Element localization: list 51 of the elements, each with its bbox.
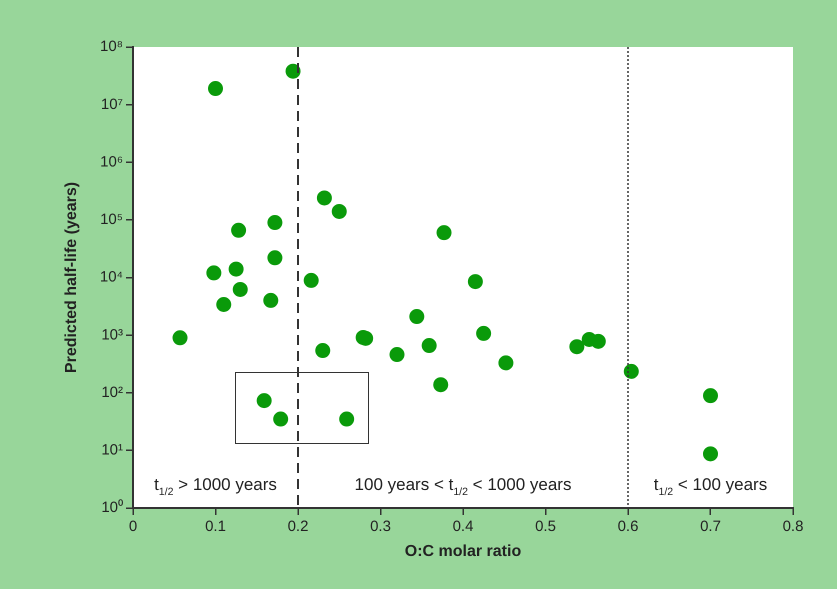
x-axis-title: O:C molar ratio bbox=[404, 542, 522, 560]
x-tick-label: 0.3 bbox=[370, 518, 391, 536]
point bbox=[206, 265, 222, 280]
point bbox=[569, 339, 584, 354]
y-tick-label: 10⁸ bbox=[100, 38, 123, 56]
x-tick-label: 0.5 bbox=[535, 518, 556, 536]
point bbox=[232, 282, 248, 297]
x-tick-label: 0.8 bbox=[782, 518, 804, 536]
point bbox=[703, 446, 718, 462]
point bbox=[332, 204, 347, 219]
point bbox=[263, 292, 278, 308]
point bbox=[273, 412, 288, 427]
point bbox=[256, 393, 272, 408]
point bbox=[339, 412, 354, 427]
point bbox=[422, 338, 437, 354]
point bbox=[286, 64, 301, 79]
point bbox=[433, 377, 448, 392]
y-tick-label: 10⁴ bbox=[100, 268, 123, 286]
point bbox=[267, 215, 282, 230]
point bbox=[315, 343, 330, 358]
y-tick-label: 10¹ bbox=[101, 442, 123, 459]
x-tick-label: 0.2 bbox=[288, 518, 308, 536]
point bbox=[172, 330, 188, 346]
point bbox=[216, 297, 232, 312]
point bbox=[390, 347, 404, 362]
y-tick-label: 10⁰ bbox=[101, 499, 123, 516]
point bbox=[624, 364, 639, 379]
point bbox=[468, 274, 483, 290]
x-tick-label: 0.1 bbox=[205, 518, 226, 536]
y-tick-label: 10² bbox=[101, 384, 123, 401]
point bbox=[476, 326, 492, 341]
y-axis-title: Predicted half-life (years) bbox=[63, 182, 80, 374]
x-tick-label: 0.7 bbox=[700, 518, 721, 536]
point bbox=[267, 250, 282, 266]
y-tick-label: 10⁶ bbox=[100, 153, 123, 170]
point bbox=[231, 222, 246, 238]
y-tick-label: 10⁵ bbox=[100, 211, 123, 228]
point bbox=[703, 388, 718, 404]
x-tick-label: 0.6 bbox=[618, 518, 638, 536]
point bbox=[316, 190, 332, 206]
x-tick-label: 0.4 bbox=[452, 518, 474, 536]
x-tick-label: 0 bbox=[128, 518, 138, 536]
point bbox=[436, 225, 452, 240]
point bbox=[409, 309, 424, 324]
point bbox=[208, 81, 223, 96]
y-tick-label: 10³ bbox=[101, 326, 123, 344]
point bbox=[228, 262, 244, 277]
point bbox=[304, 272, 319, 288]
point bbox=[498, 355, 514, 370]
point bbox=[590, 334, 606, 349]
y-tick-label: 10⁷ bbox=[100, 96, 123, 113]
